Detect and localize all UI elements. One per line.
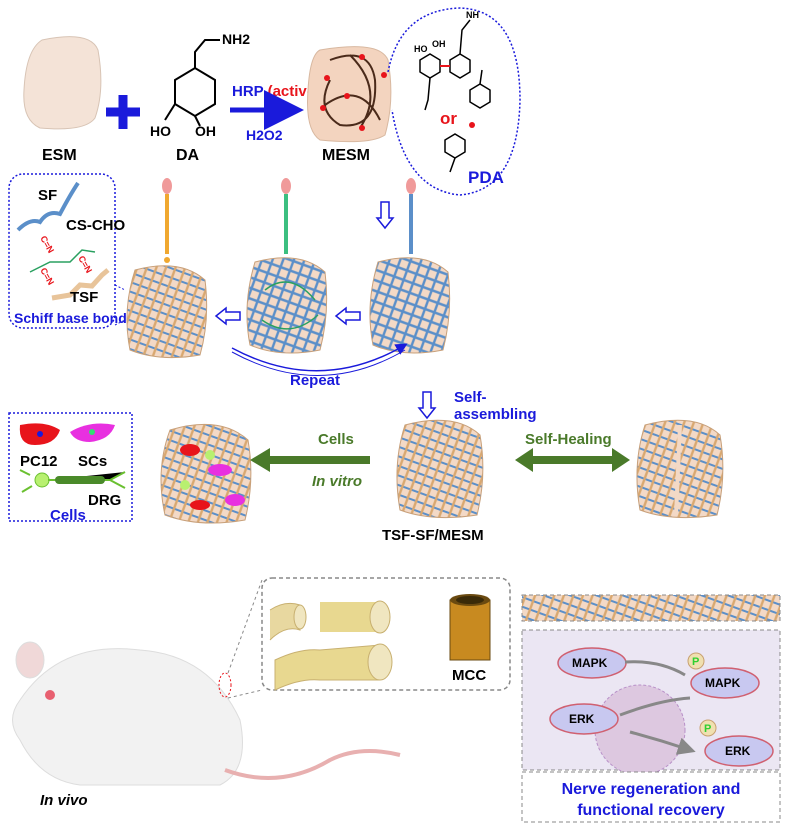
mesm-label: MESM bbox=[322, 147, 370, 164]
mapk-label: MAPK bbox=[705, 676, 741, 690]
erk-label: ERK bbox=[569, 712, 595, 726]
rat-illustration bbox=[12, 641, 401, 786]
esm-label: ESM bbox=[42, 147, 77, 164]
open-arrow-down bbox=[375, 201, 395, 230]
open-arrow-down bbox=[417, 391, 437, 420]
cells-box-title: Cells bbox=[50, 507, 86, 524]
erk-label: ERK bbox=[725, 744, 751, 758]
repeat-arrow bbox=[231, 343, 408, 372]
drg-neuron-icon bbox=[19, 469, 126, 493]
da-ho-label: HO bbox=[150, 123, 171, 139]
schiff-bond-label: C=N bbox=[38, 266, 56, 287]
in-vitro-label: In vitro bbox=[312, 473, 362, 490]
schiff-base-title: Schiff base bond bbox=[14, 310, 127, 326]
mesh-tsf-sf-layer bbox=[126, 265, 208, 359]
da-nh2-label: NH2 bbox=[222, 31, 250, 47]
in-vivo-label: In vivo bbox=[40, 792, 88, 809]
open-arrow-left bbox=[214, 306, 241, 326]
plus-icon bbox=[106, 95, 140, 129]
pda-label: PDA bbox=[468, 168, 504, 187]
or-label: or bbox=[440, 109, 457, 128]
dropper-tsf bbox=[162, 178, 172, 263]
seeded-cells bbox=[180, 444, 245, 510]
sf-chain bbox=[16, 181, 80, 232]
cs-cho-chain bbox=[29, 249, 96, 273]
pda-nh-label: NH bbox=[466, 10, 479, 20]
self-healing-label: Self-Healing bbox=[525, 431, 612, 448]
self-healing-arrow bbox=[515, 448, 630, 472]
tsf-label: TSF bbox=[70, 289, 98, 306]
scs-label: SCs bbox=[78, 453, 107, 470]
repeat-label: Repeat bbox=[290, 372, 340, 389]
tsf-chain bbox=[51, 268, 110, 301]
cs-cho-strand bbox=[261, 281, 319, 330]
cs-cho-label: CS-CHO bbox=[66, 217, 125, 234]
mesh-sf-layer bbox=[369, 257, 451, 354]
cells-arrow-label: Cells bbox=[318, 431, 354, 448]
open-arrow-left bbox=[334, 306, 361, 326]
dropper-cs-cho bbox=[281, 178, 291, 265]
schiff-bond-label: C=N bbox=[76, 254, 94, 275]
mapk-label: MAPK bbox=[572, 656, 608, 670]
mapk-erk-pathway bbox=[549, 647, 774, 767]
callout-line bbox=[227, 579, 263, 699]
pda-oh-label: OH bbox=[432, 39, 446, 49]
self-assembling-label-2: assembling bbox=[454, 406, 537, 423]
esm-membrane bbox=[23, 36, 102, 130]
pc12-label: PC12 bbox=[20, 453, 58, 470]
outcome-line-2: functional recovery bbox=[577, 802, 725, 819]
h2o2-label: H2O2 bbox=[246, 127, 283, 143]
phospho-label: P bbox=[692, 656, 699, 668]
composite-label: TSF-SF/MESM bbox=[382, 527, 484, 544]
repeat-arrow-inner bbox=[231, 349, 406, 376]
nerve-conduit-medium bbox=[320, 600, 391, 634]
outcome-box bbox=[521, 771, 781, 823]
phospho-label: P bbox=[704, 723, 711, 735]
cells-box bbox=[8, 412, 133, 522]
hrp-label: HRP (active) bbox=[232, 83, 320, 100]
scaffold-strip bbox=[521, 594, 781, 622]
mesh-tsf-sf-mesm bbox=[396, 419, 484, 519]
mcc-label: MCC bbox=[452, 667, 486, 684]
da-oh-label: OH bbox=[195, 123, 216, 139]
dopamine-structure bbox=[164, 39, 220, 127]
outcome-line-1: Nerve regeneration and bbox=[562, 781, 741, 798]
callout-line bbox=[114, 284, 126, 326]
cells-in-vitro-arrow bbox=[250, 448, 370, 472]
nerve-conduit-small bbox=[269, 602, 307, 641]
nucleus-icon bbox=[89, 429, 95, 435]
mcc-tube bbox=[449, 594, 491, 661]
sf-label: SF bbox=[38, 187, 57, 204]
healed-crack bbox=[674, 424, 682, 516]
mesh-cs-cho-layer bbox=[246, 257, 328, 354]
da-label: DA bbox=[176, 147, 200, 164]
dropper-sf bbox=[406, 178, 416, 265]
mesm-membrane bbox=[307, 46, 392, 143]
nerve-conduit-large bbox=[274, 643, 393, 691]
schiff-bond-label: C=N bbox=[38, 234, 56, 255]
self-assembling-label: Self- bbox=[454, 389, 487, 406]
pda-callout bbox=[387, 7, 521, 196]
nucleus-icon bbox=[37, 431, 43, 437]
drg-label: DRG bbox=[88, 492, 121, 509]
pda-ho-label: HO bbox=[414, 44, 428, 54]
schiff-base-box bbox=[8, 173, 116, 329]
